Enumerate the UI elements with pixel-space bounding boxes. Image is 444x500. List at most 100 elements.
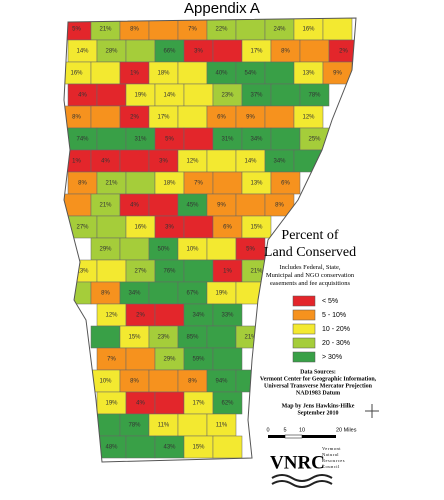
town-label: 6%	[217, 115, 226, 121]
town-label: 14%	[244, 159, 257, 165]
legend-swatch	[292, 323, 316, 335]
town-label: 25%	[308, 137, 321, 143]
town-label: 9%	[217, 203, 226, 209]
town-area	[90, 413, 121, 437]
town-label: 85%	[186, 335, 199, 341]
town-label: 78%	[128, 423, 141, 429]
logo-waves	[271, 474, 333, 488]
town-label: 94%	[215, 379, 228, 385]
town-area	[183, 83, 214, 107]
legend-label: 5 - 10%	[322, 312, 346, 319]
town-label: 10%	[99, 379, 112, 385]
town-area	[154, 391, 185, 415]
town-label: 59%	[192, 357, 205, 363]
notes: Data Sources:Vermont Center for Geograph…	[260, 369, 377, 416]
town-label: 16%	[302, 27, 315, 33]
town-label: 29%	[99, 247, 112, 253]
town-label: 45%	[186, 203, 199, 209]
scale-label: 5	[283, 427, 286, 433]
town-label: 7%	[188, 27, 197, 33]
town-area	[206, 325, 237, 349]
town-label: 29%	[163, 357, 176, 363]
town-label: 17%	[192, 401, 205, 407]
town-area	[183, 259, 214, 283]
town-area	[96, 83, 127, 107]
town-area	[125, 171, 156, 195]
town-label: 50%	[157, 247, 170, 253]
town-area	[125, 347, 156, 371]
scale-label: 10	[299, 427, 305, 433]
town-label: 16%	[70, 71, 83, 77]
town-area	[212, 39, 243, 63]
town-label: 37%	[250, 93, 263, 99]
town-label: 23%	[157, 335, 170, 341]
town-area	[212, 435, 243, 459]
town-area	[177, 105, 208, 129]
town-label: 1%	[223, 269, 232, 275]
town-area	[90, 105, 121, 129]
scale-label: 20 Miles	[336, 427, 357, 433]
legend-swatch	[292, 309, 316, 321]
town-label: 15%	[192, 445, 205, 451]
town-label: 2%	[136, 313, 145, 319]
logo-name: VNRC	[270, 452, 325, 473]
town-label: 31%	[134, 137, 147, 143]
town-label: 2%	[130, 115, 139, 121]
town-area	[183, 127, 214, 151]
town-area	[206, 149, 237, 173]
town-label: 27%	[76, 225, 89, 231]
town-label: 34%	[192, 313, 205, 319]
town-label: 24%	[273, 27, 286, 33]
town-label: 4%	[136, 401, 145, 407]
town-label: 23%	[221, 93, 234, 99]
town-label: 12%	[105, 313, 118, 319]
legend-swatch	[292, 351, 316, 363]
scale-bar	[268, 434, 336, 439]
town-area	[183, 215, 214, 239]
legend-label: 20 - 30%	[322, 340, 350, 347]
town-area	[125, 39, 156, 63]
town-label: 40%	[215, 71, 228, 77]
town-label: 19%	[215, 291, 228, 297]
legend-label: < 5%	[322, 298, 338, 305]
town-label: 15%	[128, 335, 141, 341]
town-area	[119, 149, 150, 173]
town-label: 18%	[163, 181, 176, 187]
source-line: Vermont Center for Geographic Informatio…	[260, 376, 377, 382]
town-label: 19%	[134, 93, 147, 99]
legend-label: > 30%	[322, 354, 342, 361]
town-label: 6%	[281, 181, 290, 187]
town-label: 13%	[250, 181, 263, 187]
town-area	[96, 215, 127, 239]
town-label: 8%	[281, 49, 290, 55]
legend-swatch	[292, 337, 316, 349]
town-label: 7%	[107, 357, 116, 363]
town-area	[264, 105, 295, 129]
town-area	[148, 281, 179, 305]
legend: Percent of Land Conserved Includes Federal…	[264, 228, 356, 363]
town-label: 4%	[101, 159, 110, 165]
town-label: 5%	[72, 27, 81, 33]
town-label: 3%	[165, 225, 174, 231]
logo-text: Council	[322, 464, 340, 469]
town-label: 9%	[246, 115, 255, 121]
town-label: 7%	[194, 181, 203, 187]
scale-label: 0	[266, 427, 269, 433]
town-label: 48%	[105, 445, 118, 451]
town-label: 21%	[99, 203, 112, 209]
town-label: 31%	[221, 137, 234, 143]
town-label: 78%	[308, 93, 321, 99]
town-label: 54%	[244, 71, 257, 77]
town-label: 62%	[221, 401, 234, 407]
town-label: 34%	[128, 291, 141, 297]
town-label: 66%	[163, 49, 176, 55]
town-area	[235, 18, 266, 41]
town-area	[206, 237, 237, 261]
town-area	[322, 18, 353, 41]
town-label: 14%	[76, 49, 89, 55]
town-label: 13%	[76, 269, 89, 275]
town-label: 34%	[273, 159, 286, 165]
town-area	[177, 413, 208, 437]
town-area	[90, 61, 121, 85]
town-label: 4%	[78, 93, 87, 99]
